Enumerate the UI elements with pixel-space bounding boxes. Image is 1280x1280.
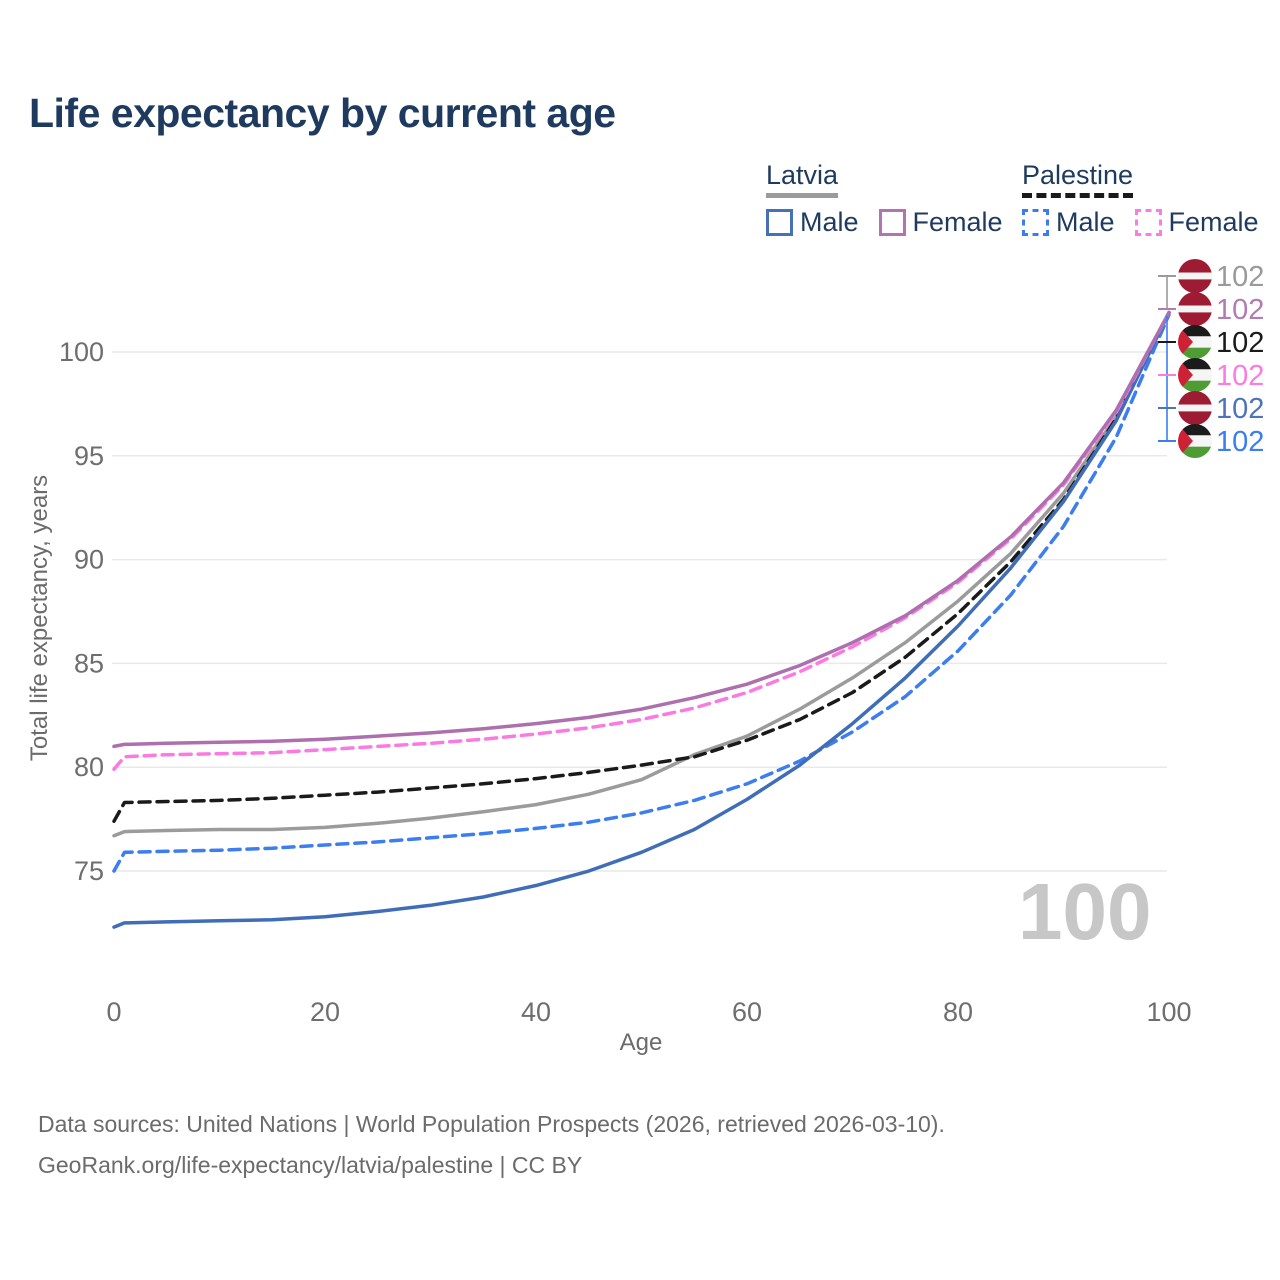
end-value-label-latvia-female: 102	[1216, 294, 1264, 326]
x-tick-label: 40	[521, 997, 551, 1027]
legend-country-latvia: Latvia	[766, 160, 839, 198]
latvia-flag-icon	[1178, 259, 1212, 293]
legend-item-latvia-male[interactable]: Male	[766, 207, 859, 238]
end-value-label-latvia-male: 102	[1216, 393, 1264, 425]
latvia-flag-icon	[1178, 292, 1212, 326]
palestine-flag-icon	[1178, 358, 1212, 392]
end-value-label-latvia: 102	[1216, 261, 1264, 293]
end-value-label-palestine-female: 102	[1216, 360, 1264, 392]
hover-age-watermark: 100	[1018, 867, 1152, 956]
leader-line-top	[1166, 275, 1176, 309]
legend-item-label: Female	[1168, 207, 1259, 237]
leader-line-bottom	[1166, 316, 1176, 442]
x-tick-label: 0	[106, 997, 121, 1027]
latvia-flag-icon	[1178, 391, 1212, 425]
series-line-palestine-female	[112, 310, 1171, 772]
legend-group-palestine: Palestine Male Female	[1022, 160, 1279, 241]
y-tick-label: 80	[74, 752, 104, 782]
legend-item-palestine-male[interactable]: Male	[1022, 207, 1115, 238]
y-tick-label: 75	[74, 856, 104, 886]
palestine-flag-icon	[1178, 424, 1212, 458]
legend-item-label: Female	[912, 207, 1003, 237]
x-axis-title: Age	[620, 1029, 663, 1056]
series-line-latvia-total	[112, 310, 1171, 838]
latvia-female-swatch-icon	[878, 209, 906, 236]
page-title: Life expectancy by current age	[29, 90, 616, 136]
legend-country-palestine: Palestine	[1022, 160, 1134, 198]
x-tick-label: 80	[943, 997, 973, 1027]
series-line-palestine-male	[112, 312, 1171, 873]
y-axis-title: Total life expectancy, years	[26, 475, 53, 761]
y-tick-label: 90	[74, 545, 104, 575]
x-tick-label: 20	[310, 997, 340, 1027]
palestine-male-swatch-icon	[1022, 209, 1049, 236]
legend-group-latvia: Latvia Male Female	[766, 160, 1023, 241]
legend-item-latvia-female[interactable]: Female	[878, 207, 1003, 238]
y-tick-label: 100	[59, 337, 104, 367]
series-line-latvia-male	[112, 310, 1171, 929]
legend-item-label: Male	[800, 207, 859, 237]
y-tick-label: 85	[74, 648, 104, 678]
latvia-male-swatch-icon	[766, 209, 793, 236]
chart-footer: Data sources: United Nations | World Pop…	[38, 1104, 945, 1186]
palestine-flag-icon	[1178, 325, 1212, 359]
series-line-latvia-female	[112, 310, 1171, 749]
series-line-palestine-total	[112, 310, 1171, 823]
attribution-text: GeoRank.org/life-expectancy/latvia/pales…	[38, 1152, 583, 1178]
legend-item-label: Male	[1056, 207, 1115, 237]
x-tick-label: 100	[1146, 997, 1191, 1027]
palestine-female-swatch-icon	[1134, 209, 1162, 236]
data-sources-text: Data sources: United Nations | World Pop…	[38, 1111, 945, 1137]
x-tick-label: 60	[732, 997, 762, 1027]
end-value-label-palestine: 102	[1216, 327, 1264, 359]
y-tick-label: 95	[74, 441, 104, 471]
legend-item-palestine-female[interactable]: Female	[1134, 207, 1259, 238]
end-value-label-palestine-male: 102	[1216, 426, 1264, 458]
